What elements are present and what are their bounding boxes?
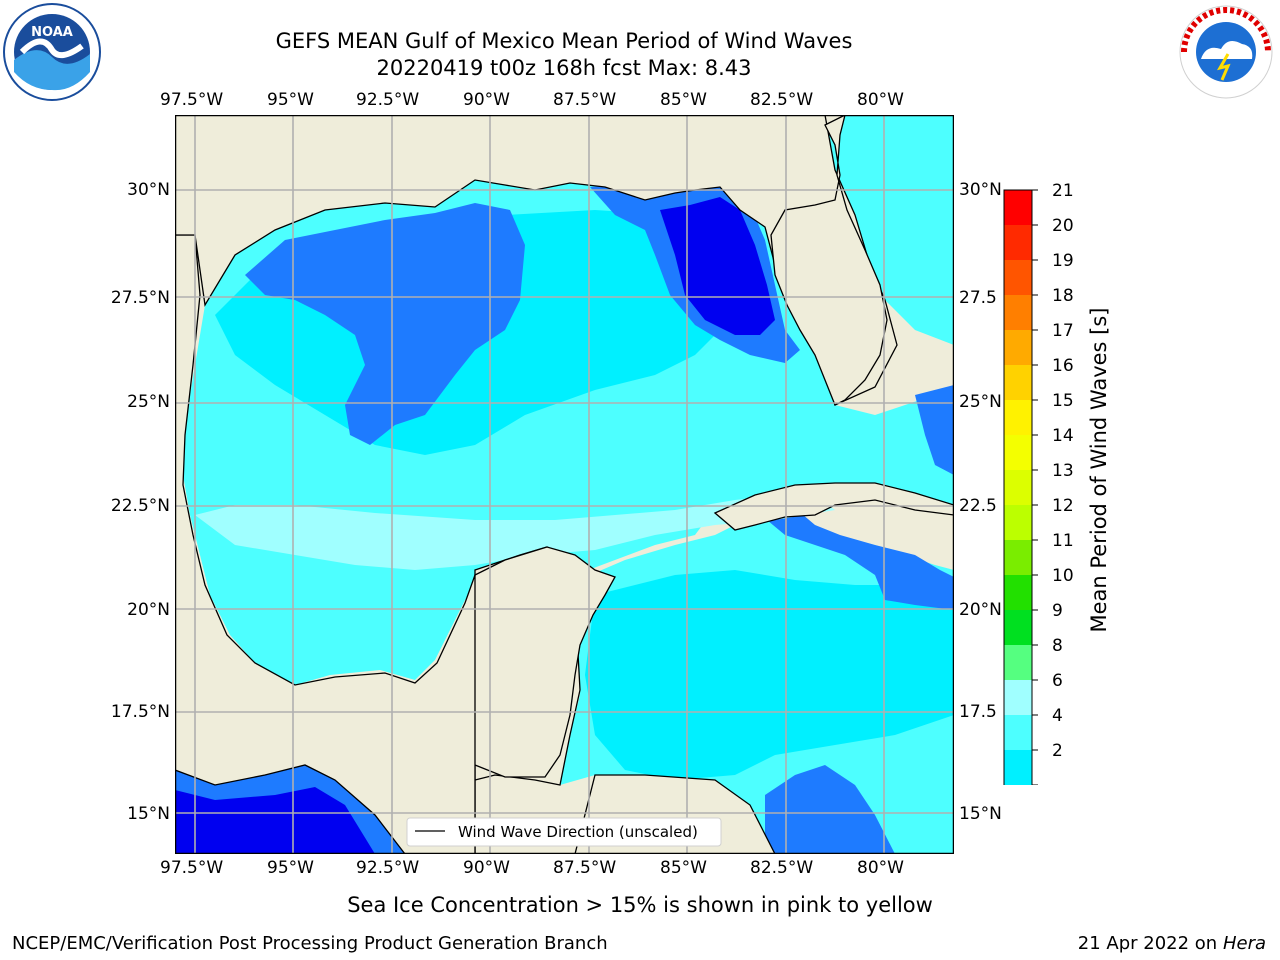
lat-tick-right: 30°N (959, 180, 1002, 200)
lat-tick-right: 15°N (959, 804, 1002, 824)
colorbar-segment (1004, 260, 1032, 295)
map-canvas: Wind Wave Direction (unscaled) (174, 114, 955, 855)
lon-tick-top: 80°W (857, 90, 904, 110)
pacific-deep-water (175, 787, 375, 854)
colorbar-segment (1004, 365, 1032, 400)
land-cuba (713, 482, 954, 531)
colorbar-segment (1004, 295, 1032, 330)
sea-ice-note: Sea Ice Concentration > 15% is shown in … (347, 893, 933, 917)
lat-tick-left: 15°N (127, 804, 170, 824)
colorbar-tick: 4 (1052, 706, 1063, 726)
colorbar-label-wrap: Mean Period of Wind Waves [s] (1084, 290, 1114, 650)
lon-tick-top: 90°W (463, 90, 510, 110)
lon-tick-bottom: 82.5°W (750, 858, 814, 878)
footer-date: 21 Apr 2022 on Hera (1078, 933, 1266, 955)
lon-tick-top: 87.5°W (553, 90, 617, 110)
colorbar-tick: 20 (1052, 216, 1074, 236)
lon-tick-bottom: 80°W (857, 858, 904, 878)
lat-tick-right: 25°N (959, 392, 1002, 412)
colorbar-segment (1004, 505, 1032, 540)
colorbar-tick: 21 (1052, 181, 1074, 201)
noaa-logo: NOAA (2, 2, 102, 102)
lon-tick-bottom: 87.5°W (553, 858, 617, 878)
map-frame (174, 114, 955, 855)
map-panel: Wind Wave Direction (unscaled) (174, 114, 955, 855)
atlantic-water (825, 115, 954, 345)
colorbar-segment (1004, 645, 1032, 680)
colorbar-tick: 18 (1052, 286, 1074, 306)
nws-logo (1176, 4, 1276, 100)
land-mexico-west (175, 234, 476, 854)
colorbar-segment (1004, 330, 1032, 365)
lat-tick-left: 25°N (127, 392, 170, 412)
band-blue (915, 385, 954, 475)
colorbar-segment (1004, 715, 1032, 750)
map-legend: Wind Wave Direction (unscaled) (406, 817, 722, 847)
colorbar-tick: 13 (1052, 461, 1074, 481)
lon-tick-bottom: 97.5°W (160, 858, 224, 878)
lon-tick-bottom: 85°W (660, 858, 707, 878)
footer-host: Hera (1222, 933, 1266, 954)
lon-tick-top: 82.5°W (750, 90, 814, 110)
colorbar-segment (1004, 435, 1032, 470)
colorbar-label: Mean Period of Wind Waves [s] (1087, 307, 1111, 633)
colorbar-canvas (1003, 189, 1038, 847)
band-blue (765, 765, 895, 854)
lat-tick-left: 20°N (127, 600, 170, 620)
legend-label: Wind Wave Direction (unscaled) (458, 823, 698, 841)
colorbar-segment (1004, 610, 1032, 645)
colorbar-tick: 8 (1052, 636, 1063, 656)
colorbar-segment (1004, 750, 1032, 785)
colorbar-tick: 12 (1052, 496, 1074, 516)
lon-tick-top: 97.5°W (160, 90, 224, 110)
lon-tick-top: 85°W (660, 90, 707, 110)
lon-tick-top: 92.5°W (356, 90, 420, 110)
band-blue (245, 203, 525, 445)
footer-credit: NCEP/EMC/Verification Post Processing Pr… (12, 933, 608, 954)
lon-tick-bottom: 90°W (463, 858, 510, 878)
land-florida (770, 115, 888, 406)
lon-tick-top: 95°W (267, 90, 314, 110)
lon-tick-bottom: 95°W (267, 858, 314, 878)
colorbar (1000, 185, 1040, 847)
lat-tick-left: 17.5°N (110, 702, 170, 722)
chart-title: GEFS MEAN Gulf of Mexico Mean Period of … (275, 29, 853, 53)
colorbar-segment (1004, 400, 1032, 435)
colorbar-tick: 6 (1052, 671, 1063, 691)
lat-tick-left: 22.5°N (110, 496, 170, 516)
lat-tick-right: 22.5 (959, 496, 997, 516)
colorbar-segment (1004, 190, 1032, 225)
colorbar-segment (1004, 575, 1032, 610)
colorbar-tick: 2 (1052, 741, 1063, 761)
colorbar-tick: 15 (1052, 391, 1074, 411)
colorbar-tick: 10 (1052, 566, 1074, 586)
colorbar-tick: 11 (1052, 531, 1074, 551)
colorbar-tick: 17 (1052, 321, 1074, 341)
footer-date-text: 21 Apr 2022 on (1077, 933, 1223, 954)
colorbar-tick: 9 (1052, 601, 1063, 621)
band-light (195, 495, 835, 570)
colorbar-segment (1004, 540, 1032, 575)
colorbar-tick: 16 (1052, 356, 1074, 376)
colorbar-segment (1004, 680, 1032, 715)
svg-text:NOAA: NOAA (31, 25, 73, 40)
lat-tick-right: 17.5 (959, 702, 997, 722)
colorbar-segment (1004, 225, 1032, 260)
chart-subtitle: 20220419 t00z 168h fcst Max: 8.43 (376, 56, 752, 80)
lat-tick-left: 27.5°N (110, 288, 170, 308)
band-blue (755, 508, 954, 610)
lon-tick-bottom: 92.5°W (356, 858, 420, 878)
colorbar-tick: 14 (1052, 426, 1074, 446)
colorbar-tick: 19 (1052, 251, 1074, 271)
land-us-south (175, 115, 898, 406)
band-mid (585, 570, 954, 780)
lat-tick-right: 27.5 (959, 288, 997, 308)
colorbar-segment (1004, 470, 1032, 505)
band-deep (660, 197, 775, 335)
grid-lines (175, 115, 954, 854)
lat-tick-right: 20°N (959, 600, 1002, 620)
lat-tick-left: 30°N (127, 180, 170, 200)
